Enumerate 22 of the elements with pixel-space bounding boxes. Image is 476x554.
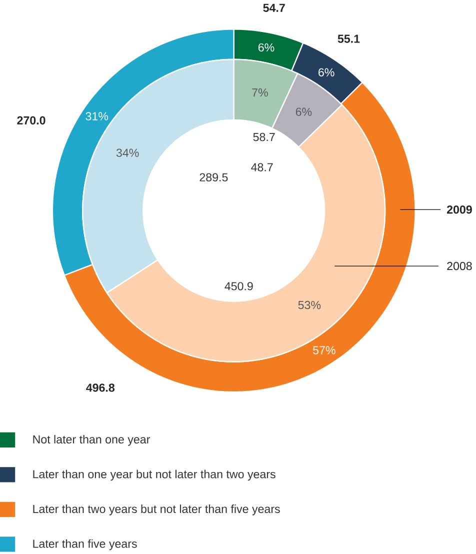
text: 6% [318, 68, 334, 76]
text: 7% [252, 88, 268, 97]
data-label: 58.7 [253, 132, 275, 142]
legend-label: Later than five years [33, 539, 137, 550]
legend-label: Later than one year but not later than two years [33, 470, 276, 481]
slice-label: 2008 [447, 262, 472, 270]
text: 53% [298, 300, 320, 310]
text: 6% [296, 108, 312, 116]
text: 6% [258, 43, 274, 52]
data-label: 55.1 [338, 34, 360, 43]
data-label: 450.9 [224, 282, 253, 290]
data-label: 54.7 [263, 4, 285, 12]
slice-label: 2009 [446, 205, 472, 214]
text: 34% [116, 148, 139, 157]
text: 31% [86, 112, 108, 120]
data-label: 48.7 [250, 163, 273, 172]
legend-label: Not later than one year [33, 435, 150, 446]
data-label: 289.5 [200, 173, 228, 182]
text: 57% [312, 346, 336, 354]
data-label: 496.8 [86, 384, 114, 392]
legend-label: Later than two years but not later than five years [33, 504, 280, 516]
data-label: 270.0 [17, 116, 46, 124]
